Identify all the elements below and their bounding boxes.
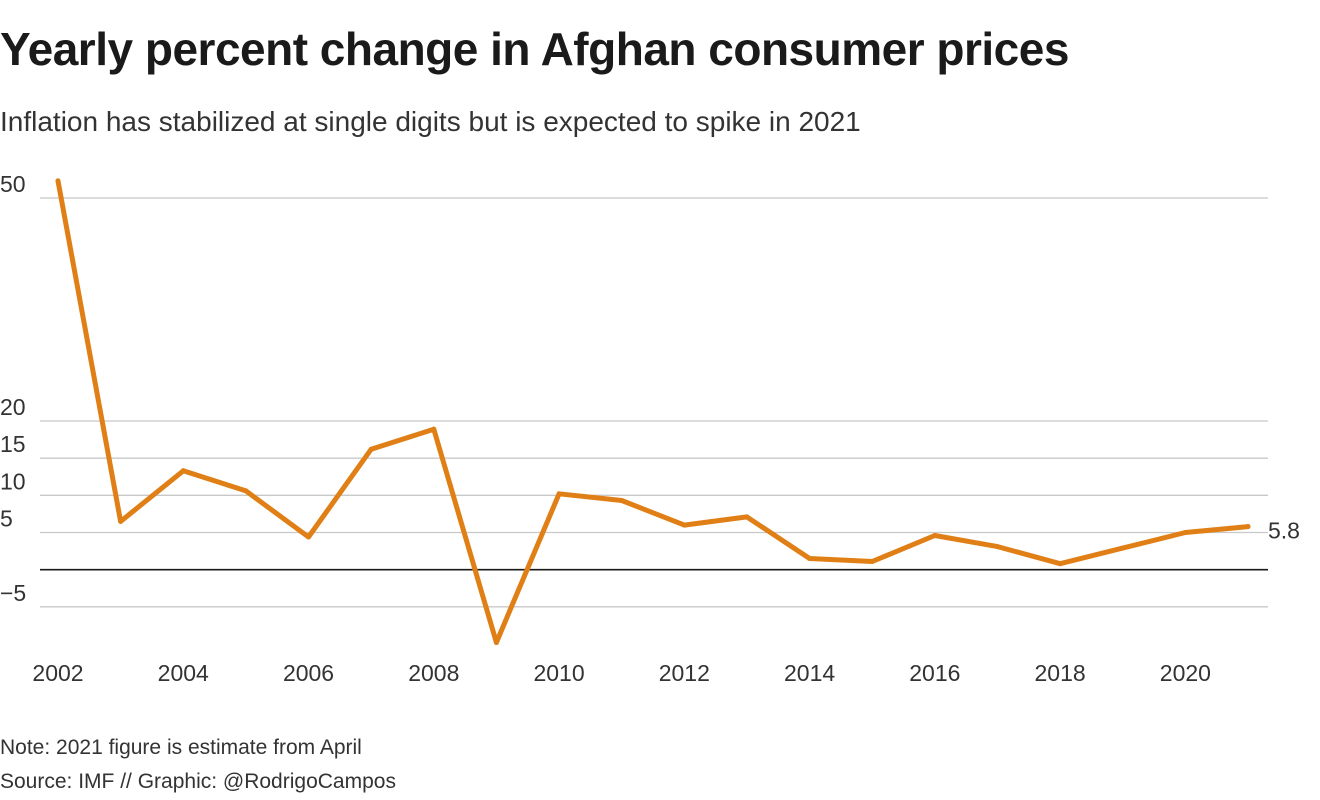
data-point: [1245, 524, 1251, 530]
data-point: [493, 640, 499, 646]
data-point: [243, 488, 249, 494]
x-tick-label: 2020: [1160, 660, 1211, 686]
gridlines: [40, 197, 1268, 608]
x-tick-label: 2002: [32, 660, 83, 686]
y-tick-label: 5: [0, 506, 13, 532]
data-point: [744, 514, 750, 520]
chart-source: Source: IMF // Graphic: @RodrigoCampos: [0, 770, 396, 793]
data-point: [869, 558, 875, 564]
data-point: [55, 178, 61, 184]
y-tick-label: −5: [0, 580, 26, 606]
chart-title: Yearly percent change in Afghan consumer…: [0, 23, 1069, 75]
x-tick-label: 2012: [659, 660, 710, 686]
data-point: [180, 468, 186, 474]
data-point: [932, 532, 938, 538]
data-point: [619, 498, 625, 504]
data-point: [1057, 561, 1063, 567]
y-axis-labels: −5 5 10 15 20 50: [0, 171, 26, 606]
y-tick-label: 15: [0, 431, 26, 457]
data-point: [681, 522, 687, 528]
data-point: [994, 544, 1000, 550]
chart-note: Note: 2021 figure is estimate from April: [0, 736, 362, 759]
chart-subtitle: Inflation has stabilized at single digit…: [0, 106, 861, 137]
data-point: [807, 556, 813, 562]
data-point: [1182, 530, 1188, 535]
y-tick-label: 10: [0, 468, 26, 494]
x-tick-label: 2014: [784, 660, 835, 686]
y-tick-label: 50: [0, 171, 26, 197]
data-point: [556, 491, 562, 497]
series-layer: 5.8: [55, 178, 1300, 646]
data-point: [431, 426, 437, 432]
end-value-label: 5.8: [1268, 518, 1300, 544]
x-tick-label: 2004: [158, 660, 209, 686]
data-point: [118, 518, 124, 524]
data-point: [1120, 545, 1126, 551]
data-point: [368, 446, 374, 452]
y-tick-label: 20: [0, 394, 26, 420]
x-tick-label: 2010: [533, 660, 584, 686]
x-tick-label: 2006: [283, 660, 334, 686]
data-point: [306, 534, 312, 540]
x-axis-labels: 2002 2004 2006 2008 2010 2012 2014 2016 2018 2020: [32, 660, 1211, 686]
x-tick-label: 2008: [408, 660, 459, 686]
inflation-line: [55, 178, 1251, 645]
x-tick-label: 2016: [909, 660, 960, 686]
x-tick-label: 2018: [1035, 660, 1086, 686]
